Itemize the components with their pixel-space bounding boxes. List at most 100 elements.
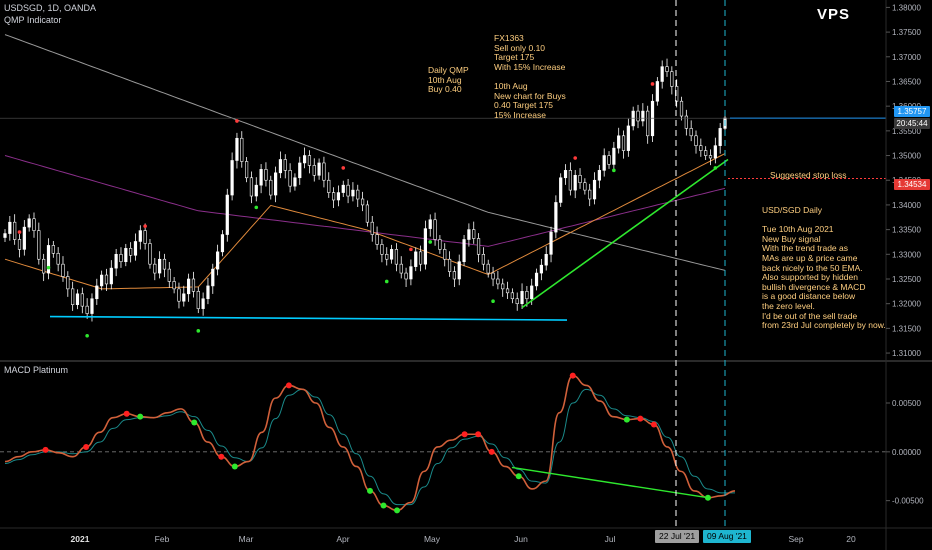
candle-body [428,219,432,229]
candle-body [162,258,167,270]
macd-sell-dot [83,443,90,450]
candle-body [467,229,471,240]
candle-body [317,162,321,176]
candle-body [8,221,12,234]
macd-buy-dot [623,416,630,423]
candle-body [259,169,263,186]
macd-sell-dot [218,453,225,460]
candle-body [278,159,283,174]
candle-body [718,128,722,146]
candle-body [100,274,104,287]
candle-body [452,271,456,280]
time-tick-label: Feb [155,534,170,544]
candle-body [240,137,244,162]
candle-body [462,239,466,263]
candle-body [515,298,519,304]
candle-body [554,202,558,233]
candle-body [476,238,481,255]
candle-body [114,254,118,269]
candle-body [288,170,292,187]
candle-body [447,258,452,272]
candle-body [365,204,370,223]
candle-body [71,288,75,305]
macd-buy-dot [367,487,373,494]
macd-sell-dot [461,431,468,438]
candle-body [133,241,138,256]
time-tag-22-jul: 22 Jul '21 [655,530,700,543]
candle-body [370,221,374,235]
sell-signal-dot [650,82,655,86]
macd-buy-dot [137,413,144,420]
candle-body [32,218,36,231]
buy-signal-dot [254,205,259,210]
sell-signal-dot [409,247,413,252]
countdown-tag: 20:45:44 [894,118,930,129]
price-tick-label: 1.34000 [892,201,921,210]
candle-body [220,234,225,253]
candle-body [409,266,413,280]
last-price-tag: 1.35757 [894,106,930,117]
candle-body [196,291,200,309]
price-tick-label: 1.33000 [892,250,921,259]
ema100-line [4,155,726,247]
macd-sell-dot [637,415,644,422]
macd-buy-dot [380,502,387,509]
candle-body [245,161,249,179]
candle-body [573,174,577,191]
candle-body [129,248,133,256]
candle-body [539,264,543,274]
candle-body [530,285,534,300]
macd-tick-label: -0.00500 [892,497,924,506]
price-tick-label: 1.31500 [892,324,921,333]
candle-body [249,177,254,197]
candle-body [457,261,461,280]
candle-body [283,159,287,171]
candle-body [646,110,650,137]
candle-body [418,251,423,265]
time-tick-label: May [424,534,441,544]
candle-body [293,177,297,187]
candle-body [708,155,713,159]
price-tick-label: 1.37500 [892,28,921,37]
macd-sell-dot [569,372,576,379]
candle-body [684,115,688,129]
candle-body [520,291,524,304]
candle-body [119,254,123,263]
candle-body [559,177,563,203]
candle-body [679,100,684,117]
candle-body [153,263,157,274]
candle-body [694,135,698,146]
candle-body [578,174,582,184]
price-tick-label: 1.35500 [892,127,921,136]
symbol-title: USDSGD, 1D, OANDA [4,3,97,13]
candle-body [704,150,708,156]
candle-body [216,251,220,270]
sell-signal-dot [573,156,578,160]
candle-body [327,179,331,193]
candle-body [148,243,152,265]
candle-body [182,293,186,302]
candle-body [22,226,26,250]
candle-body [660,66,664,82]
buy-signal-dot [85,333,89,338]
macd-title: MACD Platinum [4,365,69,375]
buy-signal-dot [428,240,433,244]
candle-body [27,218,31,228]
candle-body [167,268,171,282]
buy-signal-dot [196,329,201,333]
time-tag-09-aug: 09 Aug '21 [703,530,751,543]
candle-body [104,274,109,285]
candle-body [496,278,500,285]
candle-body [563,170,568,179]
uptrend-line [521,158,729,309]
commentary-note: USD/SGD Daily Tue 10th Aug 2021 New Buy … [762,205,886,331]
macd-buy-dot [515,473,522,480]
candle-body [481,254,485,265]
candle-body [665,66,669,72]
candle-body [592,179,597,200]
candle-body [443,249,447,260]
candle-body [158,258,162,274]
candle-body [298,162,302,179]
